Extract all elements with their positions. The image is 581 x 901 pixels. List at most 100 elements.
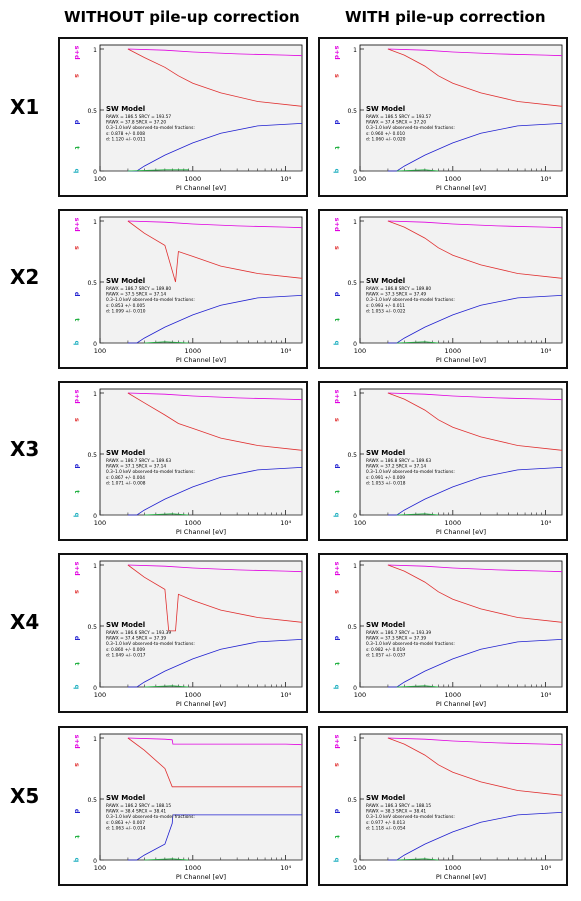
chart-svg: 0 0.5 1 100 1000 10⁴ PI Channel [eV] s+d s d t q SW … <box>73 733 303 881</box>
legend-label-t: t <box>333 490 341 493</box>
stats-line: s: 0.863 +/- 0.007 <box>106 820 145 826</box>
chart-title: SW Model <box>106 105 145 113</box>
series-line-s <box>127 48 303 107</box>
x-tick-label: 10⁴ <box>540 519 551 527</box>
chart-title: SW Model <box>366 449 405 457</box>
series-line-t <box>396 341 439 344</box>
x-tick-label: 10⁴ <box>540 691 551 699</box>
chart-svg: 0 0.5 1 100 1000 10⁴ PI Channel [eV] s+d s d t q SW … <box>73 560 303 708</box>
stats-line: RAWX = 186.8 SRCY = 189.63 <box>366 458 431 464</box>
series-line-d <box>127 295 303 344</box>
series-line-s-plus-d <box>387 392 563 401</box>
legend-label-s: s <box>333 763 341 767</box>
y-tick-label: 0 <box>353 685 357 692</box>
legend-label-d: d <box>73 292 81 297</box>
legend-label-s: s <box>333 418 341 422</box>
y-tick-label: 0.5 <box>347 624 357 631</box>
series-line-s-plus-d <box>127 220 303 229</box>
series-line-s <box>127 737 302 788</box>
series-line-t <box>144 685 189 688</box>
x-tick-label: 10⁴ <box>540 175 551 183</box>
legend-label-s-plus-d: s+d <box>73 46 81 60</box>
stats-line: s: 0.991 +/- 0.009 <box>366 475 405 481</box>
legend-label-s: s <box>73 418 81 422</box>
stats-line: d: 1.053 +/- 0.022 <box>366 308 406 314</box>
y-tick-label: 0 <box>353 341 357 348</box>
x-tick-label: 10⁴ <box>540 864 551 872</box>
stats-line: RAWX = 186.5 SRCY = 193.57 <box>106 114 171 120</box>
legend-label-s: s <box>73 763 81 767</box>
x-axis-label: PI Channel [eV] <box>436 700 486 708</box>
x-tick-label: 1000 <box>185 691 202 699</box>
chart-svg: 0 0.5 1 100 1000 10⁴ PI Channel [eV] s+d s d t q SW … <box>333 44 563 192</box>
stats-line: 0.3–1.0 keV observed-to-model fractions: <box>106 125 195 131</box>
chart-title: SW Model <box>106 794 145 802</box>
y-tick-label: 0.5 <box>347 280 357 287</box>
legend-label-q: q <box>73 169 81 174</box>
y-tick-label: 1 <box>353 736 357 743</box>
x-tick-label: 10⁴ <box>540 347 551 355</box>
series-line-s-plus-d <box>387 220 563 229</box>
stats-line: RAWX = 37.2 SRCX = 37.14 <box>366 464 426 470</box>
legend-label-s-plus-d: s+d <box>333 562 341 576</box>
stats-line: d: 1.071 +/- 0.008 <box>106 480 146 486</box>
chart-panel-x5-with: 0 0.5 1 100 1000 10⁴ PI Channel [eV] s+d s d t q SW … <box>318 726 568 886</box>
legend-label-q: q <box>73 685 81 690</box>
legend-label-d: d <box>333 120 341 125</box>
y-tick-label: 1 <box>93 563 97 570</box>
header-without: WITHOUT pile-up correction <box>64 8 300 26</box>
series-line-s <box>387 564 563 623</box>
stats-line: RAWX = 186.7 SRCY = 193.39 <box>366 630 431 636</box>
x-tick-label: 1000 <box>185 347 202 355</box>
x-tick-label: 1000 <box>445 175 462 183</box>
y-tick-label: 0.5 <box>87 797 97 804</box>
x-axis-label: PI Channel [eV] <box>176 700 226 708</box>
series-line-d <box>387 467 563 516</box>
stats-line: s: 0.982 +/- 0.019 <box>366 647 405 653</box>
legend-label-s-plus-d: s+d <box>73 735 81 749</box>
y-tick-label: 1 <box>353 47 357 54</box>
legend-label-q: q <box>333 513 341 518</box>
legend-label-s-plus-d: s+d <box>333 218 341 232</box>
chart-svg: 0 0.5 1 100 1000 10⁴ PI Channel [eV] s+d s d t q SW … <box>333 216 563 364</box>
legend-label-q: q <box>333 685 341 690</box>
legend-label-t: t <box>73 318 81 321</box>
series-line-s <box>387 220 563 279</box>
stats-line: RAWX = 38.4 SRCX = 38.41 <box>106 809 166 815</box>
chart-title: SW Model <box>366 277 405 285</box>
chart-panel-x2-with: 0 0.5 1 100 1000 10⁴ PI Channel [eV] s+d s d t q SW … <box>318 209 568 369</box>
row-label-x5: X5 <box>10 784 40 808</box>
x-axis-label: PI Channel [eV] <box>176 528 226 536</box>
series-line-s-plus-d <box>127 737 303 746</box>
stats-line: s: 0.960 +/- 0.010 <box>366 131 405 137</box>
legend-label-q: q <box>73 341 81 346</box>
series-line-s-plus-d <box>387 48 563 57</box>
y-tick-label: 1 <box>93 391 97 398</box>
legend-label-t: t <box>73 835 81 838</box>
chart-title: SW Model <box>106 277 145 285</box>
header-with: WITH pile-up correction <box>345 8 546 26</box>
stats-line: s: 0.878 +/- 0.008 <box>106 131 145 137</box>
stats-line: d: 1.118 +/- 0.054 <box>366 825 406 831</box>
chart-svg: 0 0.5 1 100 1000 10⁴ PI Channel [eV] s+d s d t q SW … <box>333 388 563 536</box>
y-tick-label: 1 <box>93 736 97 743</box>
stats-line: RAWX = 186.2 SRCY = 188.15 <box>106 803 171 809</box>
y-tick-label: 1 <box>353 391 357 398</box>
x-axis-label: PI Channel [eV] <box>436 184 486 192</box>
chart-title: SW Model <box>366 105 405 113</box>
legend-label-d: d <box>333 292 341 297</box>
x-tick-label: 10⁴ <box>280 175 291 183</box>
stats-line: 0.3–1.0 keV observed-to-model fractions: <box>366 297 455 303</box>
stats-line: RAWX = 186.7 SRCY = 189.80 <box>106 286 171 292</box>
row-label-x4: X4 <box>10 610 40 634</box>
y-tick-label: 0.5 <box>87 624 97 631</box>
series-line-t <box>144 858 189 861</box>
plot-area <box>359 560 563 688</box>
chart-panel-x4-with: 0 0.5 1 100 1000 10⁴ PI Channel [eV] s+d s d t q SW … <box>318 553 568 713</box>
series-line-d <box>387 812 563 861</box>
stats-line: d: 1.053 +/- 0.018 <box>366 480 406 486</box>
stats-line: RAWX = 186.5 SRCY = 193.57 <box>366 114 431 120</box>
chart-title: SW Model <box>106 449 145 457</box>
chart-panel-x4-without: 0 0.5 1 100 1000 10⁴ PI Channel [eV] s+d s d t q SW … <box>58 553 308 713</box>
x-tick-label: 10⁴ <box>280 519 291 527</box>
